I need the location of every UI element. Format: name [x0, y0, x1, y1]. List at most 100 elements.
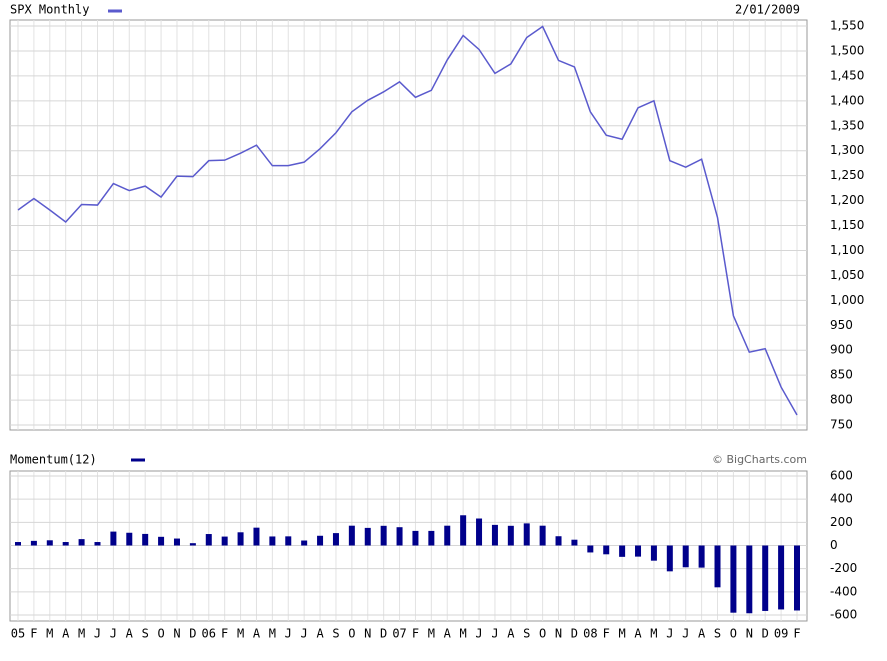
y-tick-label: 1,200: [830, 193, 864, 207]
y-tick-label: -400: [830, 584, 857, 598]
x-tick-label: N: [173, 627, 180, 641]
x-tick-label: J: [491, 627, 498, 641]
y-tick-label: 1,250: [830, 168, 864, 182]
bar: [555, 536, 562, 546]
x-tick-label: M: [237, 627, 244, 641]
x-tick-label: J: [682, 627, 689, 641]
bar: [491, 524, 498, 546]
y-tick-label: 1,350: [830, 118, 864, 132]
bar: [332, 533, 339, 546]
bar: [396, 527, 403, 546]
x-tick-label: D: [571, 627, 578, 641]
x-tick-label: N: [364, 627, 371, 641]
x-tick-label: J: [94, 627, 101, 641]
x-tick-label: F: [603, 627, 610, 641]
bar: [348, 525, 355, 546]
bar: [507, 525, 514, 546]
x-tick-label: J: [666, 627, 673, 641]
x-tick-label: A: [444, 627, 452, 641]
bar: [603, 545, 610, 555]
bar: [110, 531, 117, 546]
y-tick-label: 950: [830, 318, 853, 332]
legend-label: SPX Monthly: [10, 3, 89, 17]
bar: [730, 545, 737, 613]
x-tick-label: M: [78, 627, 85, 641]
bar: [173, 538, 180, 546]
bar: [237, 532, 244, 546]
y-tick-label: 1,100: [830, 243, 864, 257]
x-tick-label: F: [30, 627, 37, 641]
bar: [253, 527, 260, 546]
y-tick-label: 800: [830, 393, 853, 407]
x-tick-label: M: [46, 627, 53, 641]
bar: [587, 545, 594, 553]
bar: [62, 542, 69, 546]
bar: [317, 535, 324, 546]
x-tick-label: A: [698, 627, 706, 641]
bar: [78, 539, 85, 546]
x-tick-label: A: [507, 627, 515, 641]
x-tick-label: J: [110, 627, 117, 641]
x-tick-label: O: [539, 627, 546, 641]
x-tick-label: F: [412, 627, 419, 641]
y-tick-label: 1,300: [830, 143, 864, 157]
bar: [650, 545, 657, 561]
x-tick-label: A: [316, 627, 324, 641]
bar: [142, 533, 149, 546]
bar: [746, 545, 753, 614]
y-tick-label: 850: [830, 368, 853, 382]
x-tick-label: M: [269, 627, 276, 641]
y-tick-label: 1,150: [830, 218, 864, 232]
x-tick-label: S: [523, 627, 530, 641]
x-tick-label: J: [475, 627, 482, 641]
y-tick-label: 900: [830, 343, 853, 357]
x-tick-label: M: [619, 627, 626, 641]
bar: [269, 536, 276, 546]
x-tick-label: D: [380, 627, 387, 641]
bar: [189, 543, 196, 546]
bar: [46, 540, 53, 546]
y-tick-label: 1,550: [830, 19, 864, 33]
x-tick-label: J: [285, 627, 292, 641]
x-tick-label: M: [460, 627, 467, 641]
y-tick-label: 1,050: [830, 268, 864, 282]
y-tick-label: -600: [830, 608, 857, 622]
x-tick-label: S: [142, 627, 149, 641]
x-tick-label: O: [730, 627, 737, 641]
y-tick-label: 750: [830, 418, 853, 432]
x-tick-label: D: [189, 627, 196, 641]
bar: [94, 542, 101, 546]
bar: [380, 525, 387, 546]
x-tick-label: N: [555, 627, 562, 641]
bar: [762, 545, 769, 611]
legend-label: Momentum(12): [10, 453, 97, 467]
bar: [476, 518, 483, 546]
bar: [444, 525, 451, 546]
bar: [126, 532, 133, 546]
bar: [539, 525, 546, 546]
x-tick-label: A: [126, 627, 134, 641]
bar: [682, 545, 689, 568]
bar: [571, 539, 578, 546]
bar: [794, 545, 800, 611]
y-tick-label: 200: [830, 515, 853, 529]
bar: [698, 545, 705, 568]
bar: [221, 536, 228, 546]
bar: [778, 545, 785, 610]
x-tick-label: O: [348, 627, 355, 641]
bar: [30, 540, 37, 546]
bar: [301, 540, 308, 546]
y-tick-label: 400: [830, 492, 853, 506]
x-tick-label: M: [428, 627, 435, 641]
x-tick-label: D: [762, 627, 769, 641]
x-tick-label: A: [253, 627, 261, 641]
x-tick-label: O: [157, 627, 164, 641]
bar: [460, 515, 467, 546]
bar: [15, 542, 21, 546]
y-tick-label: 1,000: [830, 293, 864, 307]
x-tick-label: 09: [774, 627, 788, 641]
y-tick-label: 1,450: [830, 68, 864, 82]
bar: [205, 534, 212, 546]
price-line: [17, 25, 798, 416]
